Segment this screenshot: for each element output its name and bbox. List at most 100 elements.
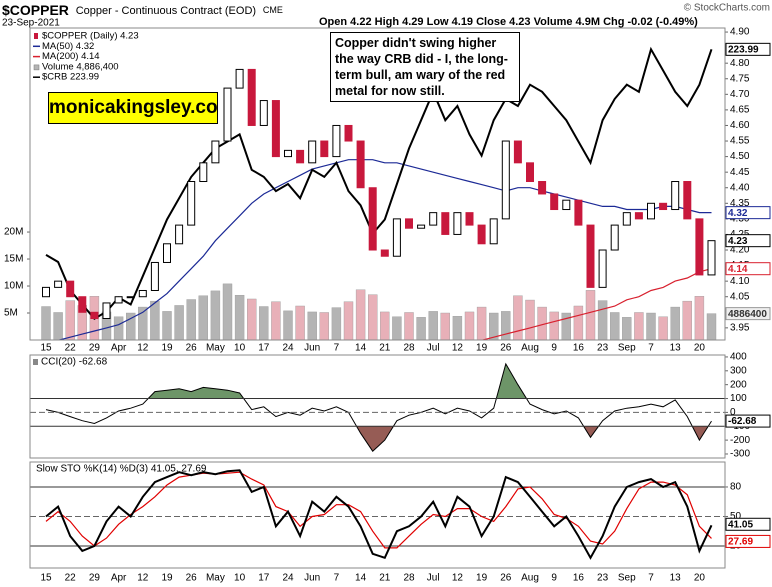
x-tick-label: Sep (618, 343, 636, 354)
volume-bar (380, 311, 390, 340)
x-tick-label: 19 (476, 573, 488, 584)
value-tag-label: 27.69 (728, 537, 753, 548)
y-tick-label: 4.50 (730, 151, 750, 162)
candle (356, 140, 365, 189)
y-tick-label: 100 (730, 393, 747, 404)
legend-label: $COPPER (Daily) 4.23 (42, 31, 139, 42)
y-tick-label: 3.95 (730, 322, 750, 333)
candle (163, 243, 171, 263)
volume-bar (355, 289, 366, 340)
volume-bar (658, 316, 668, 340)
x-tick-label: 12 (137, 343, 149, 354)
x-tick-label: 26 (500, 343, 512, 354)
value-tag-label: 4.23 (728, 236, 748, 247)
volume-bar (283, 310, 293, 340)
series-line (56, 159, 712, 340)
x-tick-label: Apr (111, 573, 127, 584)
candle (259, 100, 268, 126)
legend-label: MA(200) 4.14 (42, 51, 100, 62)
x-tick-label: 24 (282, 343, 294, 354)
panel-title: CCI(20) -62.68 (41, 357, 108, 368)
x-tick-label: 20 (694, 343, 706, 354)
volume-bar (682, 300, 692, 340)
volume-bar (501, 311, 511, 340)
volume-bar (331, 307, 342, 340)
cci-plot (45, 362, 712, 452)
x-tick-label: 29 (89, 573, 101, 584)
volume-bar (150, 300, 160, 340)
x-tick-label: 17 (258, 573, 270, 584)
x-tick-label: 26 (500, 573, 512, 584)
x-tick-label: 16 (573, 343, 585, 354)
volume-bar (186, 299, 196, 340)
candle (296, 149, 305, 164)
x-tick-label: Jun (304, 343, 320, 354)
candle (138, 289, 147, 298)
y-tick-label: 200 (730, 379, 747, 390)
volume-bar (319, 312, 329, 340)
volume-bar (404, 312, 414, 340)
panel-frame (29, 461, 726, 569)
x-tick-label: 16 (573, 573, 585, 584)
x-tick-label: 26 (186, 343, 198, 354)
cci-line (45, 362, 712, 452)
volume-bar (610, 312, 620, 340)
volume-bar (343, 301, 354, 340)
candle (320, 140, 329, 158)
x-tick-label: 7 (648, 343, 654, 354)
candle (429, 212, 438, 226)
candle (453, 212, 462, 235)
x-tick-label: Jun (304, 573, 320, 584)
x-tick-label: Jul (427, 573, 440, 584)
volume-bar (307, 311, 317, 340)
y-tick-label: 4.90 (730, 27, 750, 38)
volume-bar (549, 311, 559, 340)
y-tick-label: 4.55 (730, 136, 750, 147)
cci-fill (356, 426, 709, 452)
x-tick-label: Aug (521, 343, 539, 354)
y-tick-label: 4.60 (730, 120, 750, 131)
x-tick-label: 13 (670, 573, 682, 584)
x-tick-label: 29 (89, 343, 101, 354)
x-tick-label: May (206, 343, 225, 354)
y-tick-label: 400 (730, 352, 747, 363)
value-tag-label: 4886400 (728, 309, 767, 320)
candle (344, 124, 353, 142)
x-tick-label: 22 (65, 343, 77, 354)
candle (54, 280, 63, 288)
candle (634, 212, 643, 220)
sto-line (45, 471, 712, 549)
volume-tick-label: 20M (4, 227, 23, 238)
candle (247, 68, 256, 126)
candle (441, 212, 450, 235)
volume-bar (198, 295, 209, 340)
sto-line (45, 469, 713, 560)
y-tick-label: 4.65 (730, 105, 750, 116)
volume-bar (53, 312, 63, 340)
x-tick-label: 15 (40, 343, 52, 354)
candle (707, 240, 716, 276)
x-tick-label: Apr (111, 343, 127, 354)
x-tick-label: 28 (403, 573, 415, 584)
volume-bar (428, 311, 438, 340)
candle (332, 124, 341, 158)
candle (671, 181, 680, 211)
legend-marker (34, 33, 38, 39)
x-tick-label: 19 (476, 343, 488, 354)
candle (187, 181, 196, 226)
x-tick-label: Aug (521, 573, 539, 584)
volume-bar (246, 298, 257, 340)
volume-bar (174, 305, 184, 340)
candle (211, 140, 220, 164)
value-tag-label: -62.68 (728, 416, 757, 427)
value-tag (725, 534, 771, 548)
header: $COPPER Copper - Continuous Contract (EO… (2, 2, 283, 18)
legend-label: MA(50) 4.32 (42, 41, 94, 52)
annotation: Copper didn't swing higher the way CRB d… (330, 32, 520, 102)
candle (126, 296, 135, 299)
subtitle: Copper - Continuous Contract (EOD) (76, 5, 256, 17)
volume-bar (416, 317, 426, 340)
series-line (45, 46, 713, 320)
candle (114, 296, 123, 304)
candle (538, 181, 547, 195)
